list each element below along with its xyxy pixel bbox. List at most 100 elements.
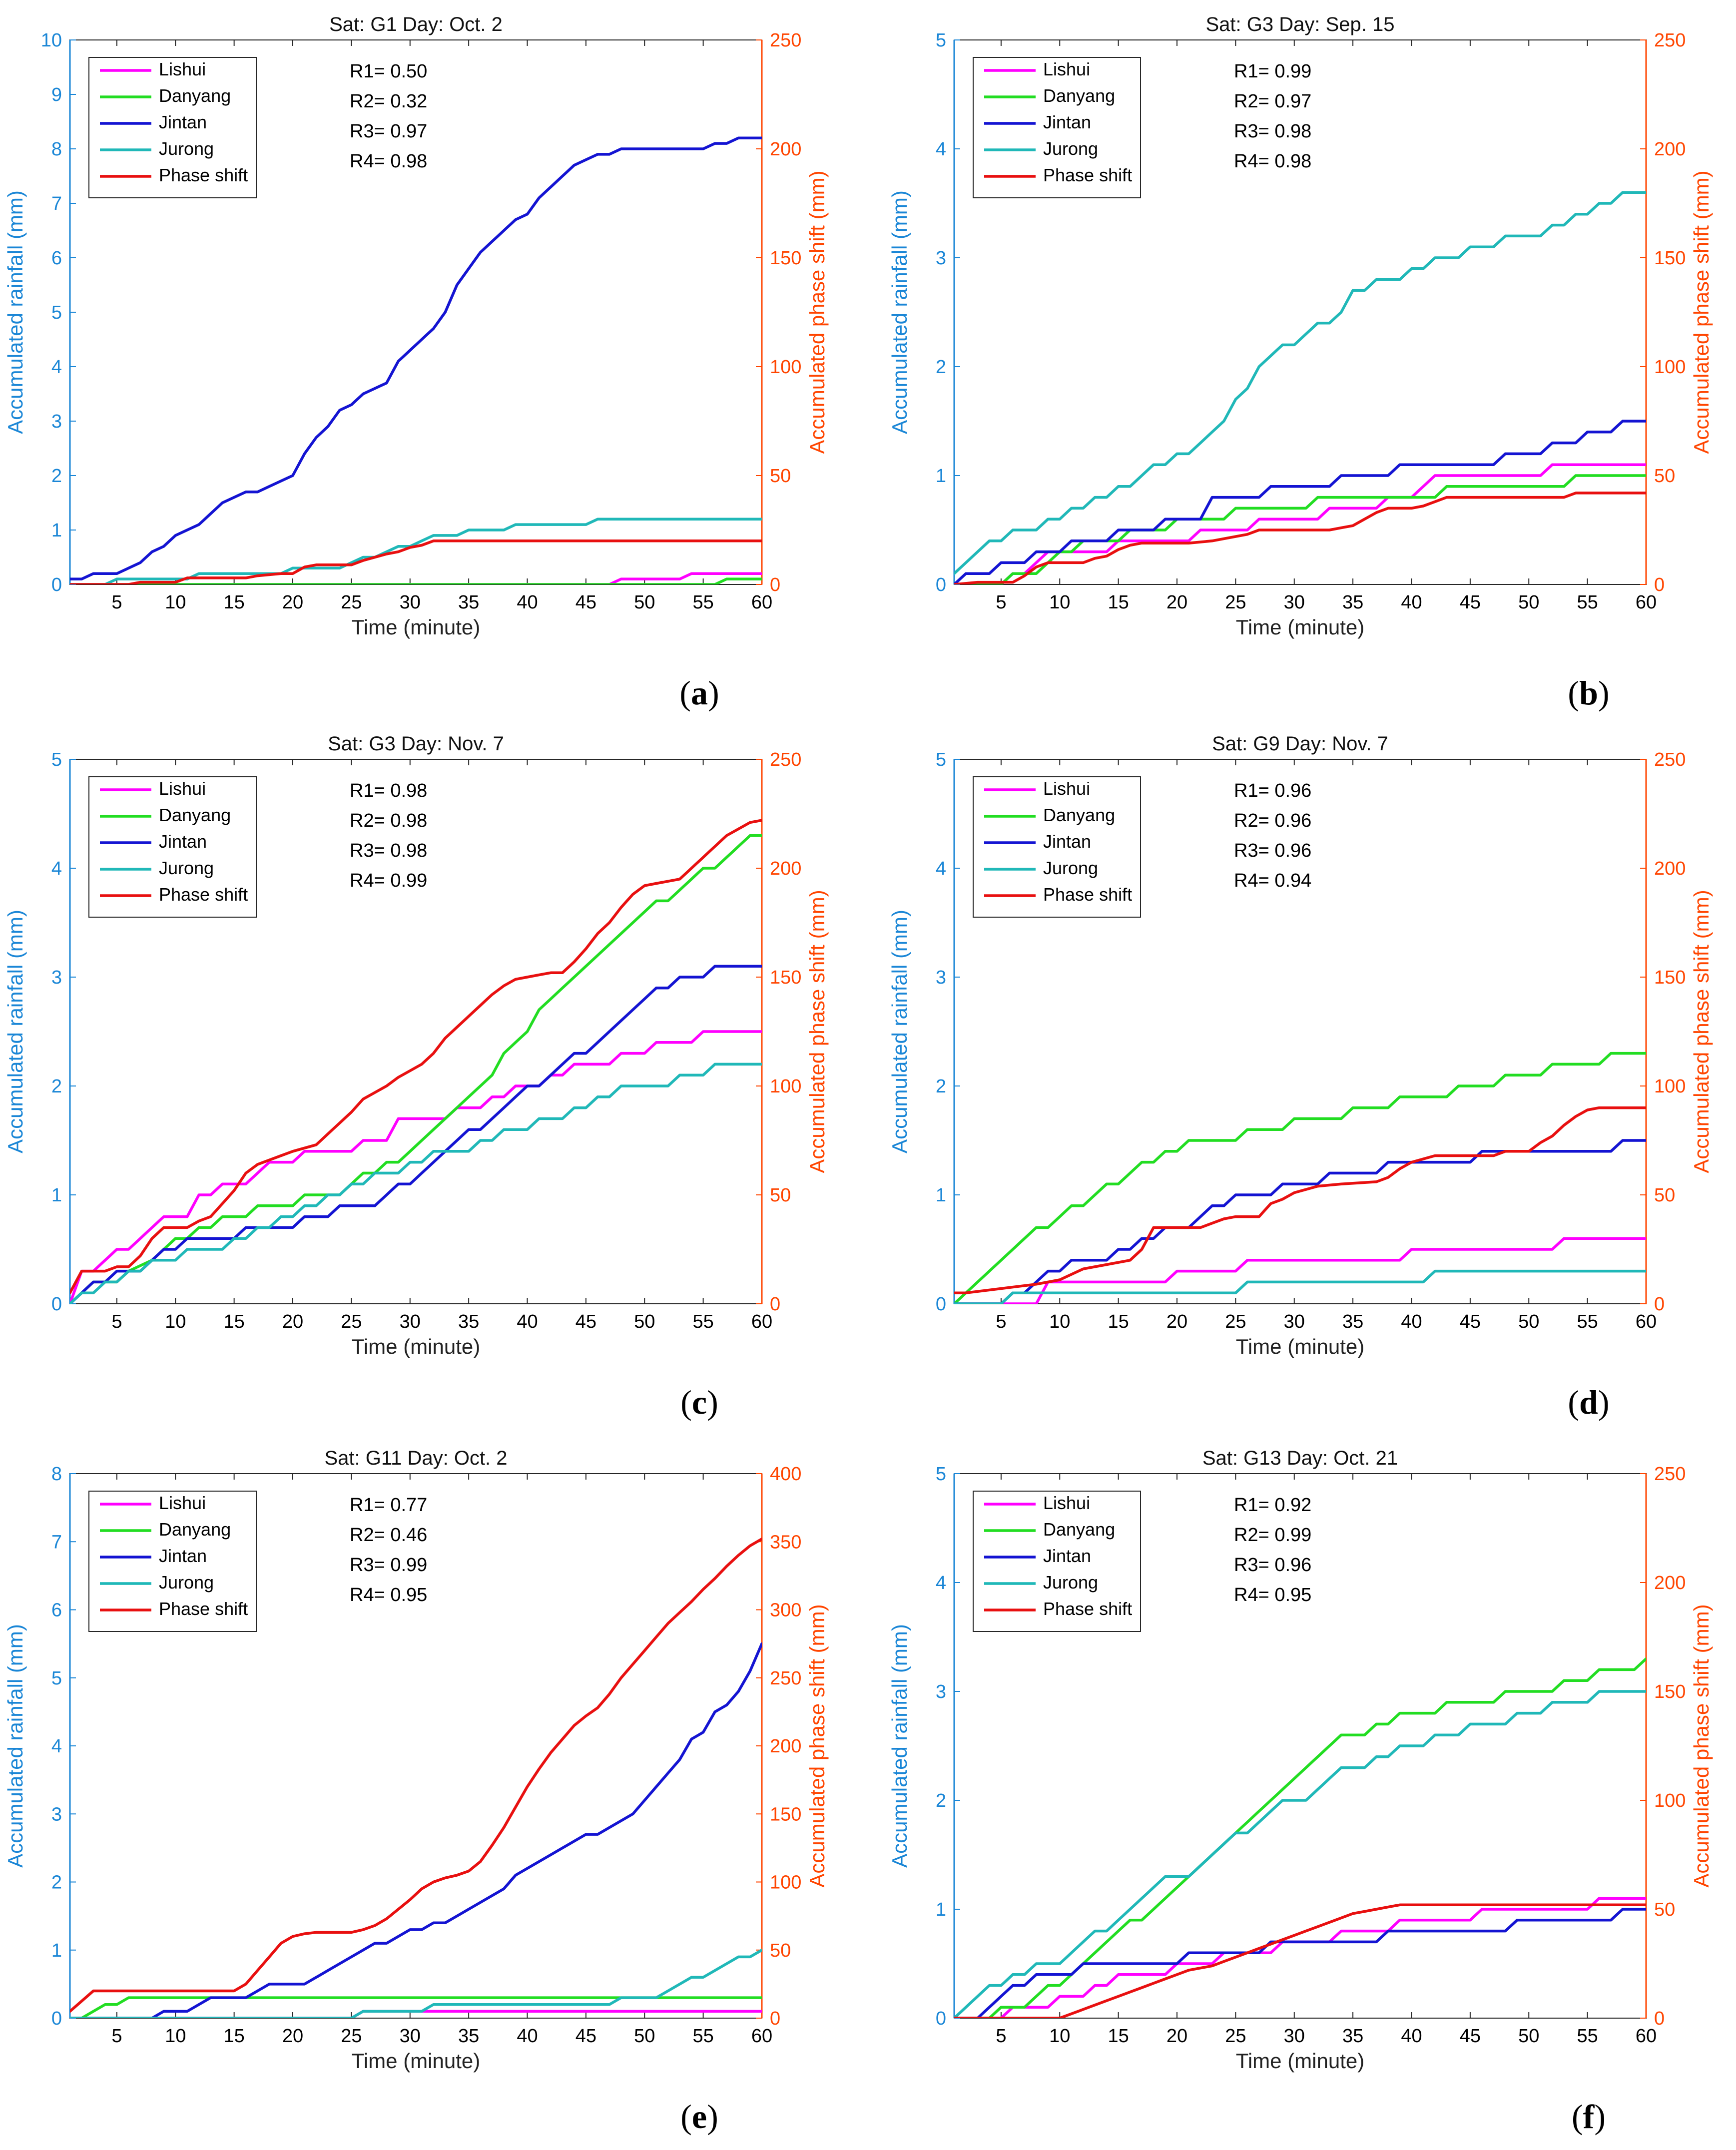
series-line-jurong xyxy=(70,518,762,584)
x-tick-label: 20 xyxy=(282,2026,303,2047)
y-right-tick-label: 50 xyxy=(1654,1185,1675,1206)
legend-label: Danyang xyxy=(159,1519,231,1540)
y-left-tick-label: 7 xyxy=(51,1532,62,1553)
x-tick-label: 50 xyxy=(634,592,655,613)
y-right-tick-label: 100 xyxy=(1654,1076,1686,1097)
correlation-annotation: R4= 0.94 xyxy=(1234,870,1311,891)
y-right-axis-label: Accumulated phase shift (mm) xyxy=(1690,170,1713,454)
y-right-tick-label: 250 xyxy=(770,749,801,770)
panel-f: Sat: G13 Day: Oct. 215 10 15 20 25 30 35 40 45 50… xyxy=(888,1447,1713,2136)
correlation-annotation: R4= 0.99 xyxy=(350,870,427,891)
y-right-tick-label: 50 xyxy=(770,466,791,487)
chart-title: Sat: G1 Day: Oct. 2 xyxy=(329,13,503,35)
panel-d: Sat: G9 Day: Nov. 75 10 15 20 25 30 35 40 45 50 55… xyxy=(888,733,1713,1421)
x-tick-label: 5 xyxy=(996,1311,1006,1332)
x-tick-label: 5 xyxy=(111,2026,122,2047)
x-tick-label: 40 xyxy=(1401,592,1422,613)
x-tick-label: 40 xyxy=(517,1311,538,1332)
x-tick-label: 15 xyxy=(1108,592,1129,613)
legend-box xyxy=(973,57,1141,198)
y-right-axis-label: Accumulated phase shift (mm) xyxy=(805,1604,829,1887)
y-right-tick-label: 200 xyxy=(1654,1573,1686,1594)
y-left-tick-label: 2 xyxy=(51,1076,62,1097)
chart-title: Sat: G9 Day: Nov. 7 xyxy=(1212,733,1388,755)
legend-label: Lishui xyxy=(1043,59,1090,79)
x-tick-label: 25 xyxy=(341,1311,362,1332)
x-tick-label: 10 xyxy=(1049,592,1070,613)
legend-box xyxy=(973,1491,1141,1632)
x-tick-label: 40 xyxy=(517,592,538,613)
legend-label: Jurong xyxy=(1043,1572,1098,1593)
legend-label: Jintan xyxy=(1043,831,1091,852)
x-tick-label: 30 xyxy=(400,1311,421,1332)
y-left-tick-label: 8 xyxy=(51,1464,62,1485)
legend-label: Jintan xyxy=(1043,112,1091,132)
x-tick-label: 40 xyxy=(1401,1311,1422,1332)
y-right-tick-label: 150 xyxy=(1654,248,1686,269)
series-line-jurong xyxy=(954,191,1646,575)
series-line-danyang xyxy=(70,577,762,584)
x-tick-label: 15 xyxy=(1108,1311,1129,1332)
y-left-tick-label: 6 xyxy=(51,248,62,269)
x-tick-label: 35 xyxy=(1342,592,1363,613)
series-line-phase-shift xyxy=(70,819,762,1294)
y-left-tick-label: 3 xyxy=(51,1804,62,1825)
x-tick-label: 25 xyxy=(341,592,362,613)
y-left-tick-label: 3 xyxy=(51,411,62,432)
x-axis-label: Time (minute) xyxy=(352,1335,480,1358)
y-left-tick-label: 5 xyxy=(51,749,62,770)
x-tick-label: 15 xyxy=(1108,2026,1129,2047)
y-right-tick-label: 250 xyxy=(1654,749,1686,770)
y-left-tick-label: 0 xyxy=(936,2008,946,2029)
x-tick-label: 40 xyxy=(1401,2026,1422,2047)
series-line-phase-shift xyxy=(954,1106,1646,1294)
correlation-annotation: R4= 0.98 xyxy=(1234,151,1311,172)
chart-title: Sat: G13 Day: Oct. 21 xyxy=(1202,1447,1398,1469)
x-tick-label: 20 xyxy=(1166,1311,1187,1332)
y-left-tick-label: 3 xyxy=(936,967,946,988)
series-line-jintan xyxy=(70,1642,762,2018)
y-left-tick-label: 1 xyxy=(936,1899,946,1920)
y-right-tick-label: 0 xyxy=(1654,574,1665,595)
correlation-annotation: R3= 0.96 xyxy=(1234,1555,1311,1576)
y-right-tick-label: 200 xyxy=(1654,858,1686,879)
y-left-axis-label: Accumulated rainfall (mm) xyxy=(888,1624,911,1868)
series-line-jintan xyxy=(70,136,762,580)
legend-label: Lishui xyxy=(1043,1493,1090,1513)
series-lines xyxy=(70,136,762,584)
series-line-danyang xyxy=(70,834,762,1304)
y-left-tick-label: 1 xyxy=(936,1185,946,1206)
subplot-label: (e) xyxy=(680,2098,718,2136)
y-left-tick-label: 9 xyxy=(51,84,62,105)
series-lines xyxy=(70,1538,762,2018)
legend-label: Danyang xyxy=(159,85,231,106)
series-line-lishui xyxy=(70,1030,762,1304)
x-axis-label: Time (minute) xyxy=(1236,1335,1364,1358)
x-tick-label: 25 xyxy=(341,2026,362,2047)
y-left-tick-label: 0 xyxy=(51,2008,62,2029)
x-tick-label: 50 xyxy=(634,2026,655,2047)
legend-label: Phase shift xyxy=(1043,165,1132,185)
legend-label: Danyang xyxy=(1043,1519,1115,1540)
correlation-annotation: R4= 0.95 xyxy=(1234,1585,1311,1606)
subplot-label: (c) xyxy=(680,1383,718,1421)
y-right-tick-label: 50 xyxy=(1654,466,1675,487)
series-line-jintan xyxy=(954,1139,1646,1304)
y-left-tick-label: 2 xyxy=(936,1790,946,1811)
y-right-tick-label: 150 xyxy=(770,248,801,269)
x-tick-label: 30 xyxy=(400,2026,421,2047)
x-tick-label: 45 xyxy=(576,592,596,613)
x-tick-label: 25 xyxy=(1225,1311,1246,1332)
y-left-tick-label: 1 xyxy=(936,466,946,487)
y-right-axis-label: Accumulated phase shift (mm) xyxy=(1690,890,1713,1173)
correlation-annotation: R2= 0.32 xyxy=(350,91,427,112)
y-right-tick-label: 100 xyxy=(1654,357,1686,378)
x-tick-label: 35 xyxy=(458,1311,479,1332)
y-right-tick-label: 0 xyxy=(770,2008,780,2029)
y-right-axis-label: Accumulated phase shift (mm) xyxy=(1690,1604,1713,1887)
y-right-tick-label: 100 xyxy=(770,357,801,378)
x-tick-label: 55 xyxy=(1577,2026,1598,2047)
correlation-annotation: R1= 0.50 xyxy=(350,61,427,82)
x-tick-label: 55 xyxy=(1577,1311,1598,1332)
series-line-jintan xyxy=(70,965,762,1304)
